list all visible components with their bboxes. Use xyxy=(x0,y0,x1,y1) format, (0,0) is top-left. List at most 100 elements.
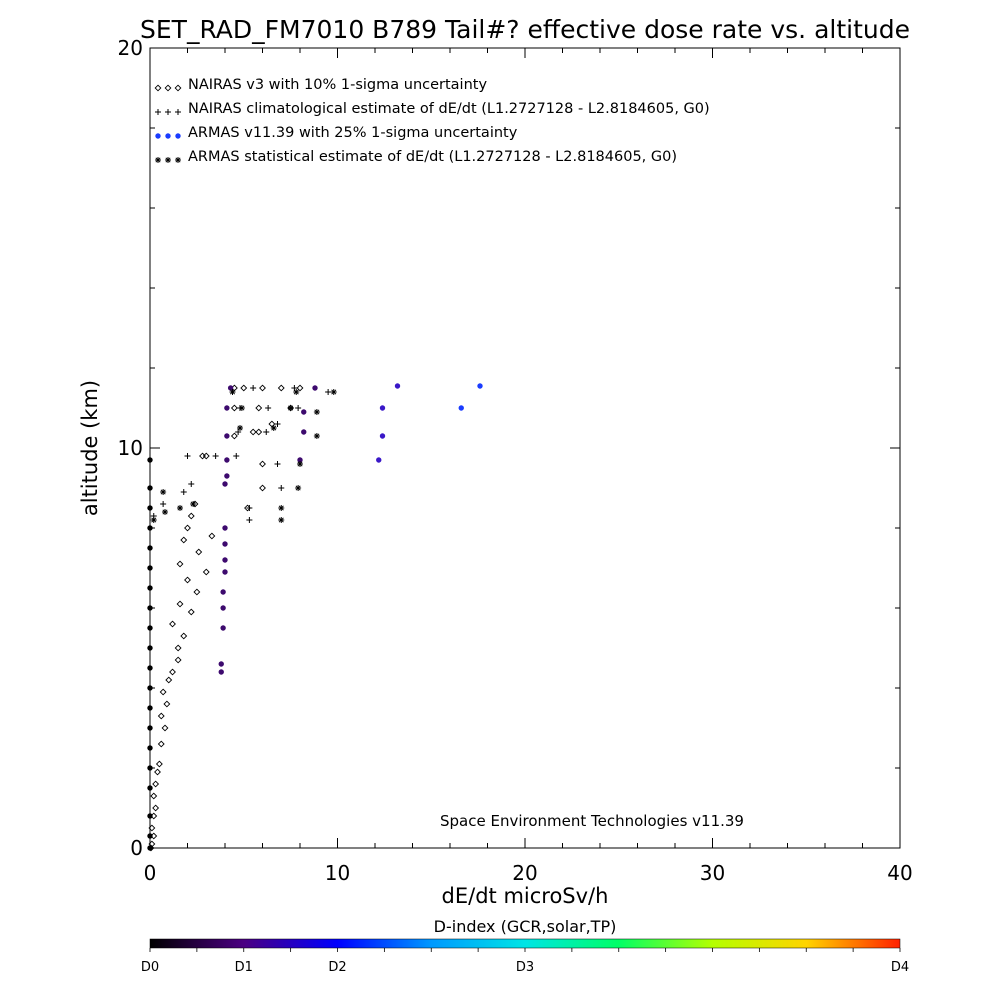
credit-annotation: Space Environment Technologies v11.39 xyxy=(440,812,744,830)
data-point-diamond xyxy=(150,792,158,800)
data-point-diamond xyxy=(152,804,160,812)
data-point-dot xyxy=(220,625,226,631)
colorbar-labels: D0 D1 D2 D3 D4 xyxy=(141,960,909,975)
data-point-dot xyxy=(220,589,226,595)
legend-label: NAIRAS climatological estimate of dE/dt … xyxy=(188,101,710,117)
data-point-diamond xyxy=(277,384,285,392)
data-point-diamond xyxy=(174,644,182,652)
data-point-dot xyxy=(218,669,224,675)
y-tick-label: 0 xyxy=(130,836,143,860)
data-point-plus xyxy=(233,453,240,459)
data-point-plus xyxy=(265,405,272,411)
data-point-asterisk xyxy=(278,517,285,523)
data-point-diamond xyxy=(180,536,188,544)
legend-label: ARMAS v11.39 with 25% 1-sigma uncertaint… xyxy=(188,125,518,141)
data-point-plus xyxy=(212,453,219,459)
data-point-asterisk xyxy=(190,501,197,507)
data-point-diamond xyxy=(230,404,238,412)
data-point-asterisk xyxy=(297,461,303,467)
data-point-asterisk xyxy=(177,505,183,511)
legend-marker xyxy=(154,84,162,92)
data-point-dot xyxy=(222,569,228,575)
legend-marker xyxy=(165,133,171,139)
data-point-diamond xyxy=(159,688,167,696)
data-point-asterisk xyxy=(295,485,302,491)
data-point-diamond xyxy=(187,512,195,520)
data-point-plus xyxy=(274,421,281,427)
data-point-dot xyxy=(222,541,228,547)
data-point-dot xyxy=(224,433,230,439)
data-point-asterisk xyxy=(238,405,245,411)
data-point-dot xyxy=(379,405,386,411)
data-point-plus xyxy=(246,505,253,511)
data-point-diamond xyxy=(148,824,156,832)
data-point-dot xyxy=(147,625,153,631)
data-point-diamond xyxy=(165,676,173,684)
data-point-diamond xyxy=(184,524,191,532)
data-point-dot xyxy=(220,605,226,611)
legend-marker xyxy=(155,133,161,139)
data-point-asterisk xyxy=(313,409,320,415)
data-point-dot xyxy=(147,645,153,651)
data-point-dot xyxy=(376,457,382,463)
data-point-plus xyxy=(274,461,281,467)
data-points xyxy=(147,383,483,852)
data-point-asterisk xyxy=(150,517,157,523)
data-point-dot xyxy=(224,405,230,411)
data-point-asterisk xyxy=(287,405,294,411)
data-point-dot xyxy=(147,565,153,571)
data-point-diamond xyxy=(184,576,191,584)
data-point-dot xyxy=(477,383,483,389)
data-point-diamond xyxy=(187,608,195,616)
data-point-diamond xyxy=(176,560,184,568)
legend-marker xyxy=(175,109,181,115)
colorbar-ticks xyxy=(149,948,901,952)
data-point-plus xyxy=(246,517,253,523)
legend-marker xyxy=(164,84,172,92)
data-point-diamond xyxy=(152,780,160,788)
chart-title: SET_RAD_FM7010 B789 Tail#? effective dos… xyxy=(140,15,910,44)
data-point-dot xyxy=(147,457,153,463)
data-point-diamond xyxy=(259,484,266,492)
data-point-dot xyxy=(297,457,303,463)
colorbar-label: D3 xyxy=(516,960,534,975)
data-point-diamond xyxy=(195,548,203,556)
data-point-dot xyxy=(147,605,153,611)
legend-label: NAIRAS v3 with 10% 1-sigma uncertainty xyxy=(188,77,487,93)
data-point-diamond xyxy=(157,712,165,720)
data-point-plus xyxy=(250,385,257,391)
y-axis-label: altitude (km) xyxy=(78,380,102,516)
data-point-dot xyxy=(147,745,153,751)
data-point-diamond xyxy=(202,452,210,460)
data-point-asterisk xyxy=(160,489,167,495)
data-point-dot xyxy=(147,725,153,731)
data-point-diamond xyxy=(180,632,188,640)
data-point-dot xyxy=(222,525,228,531)
data-point-asterisk xyxy=(162,509,168,515)
x-tick-label: 40 xyxy=(887,861,912,885)
colorbar-label: D2 xyxy=(328,960,346,975)
data-point-diamond xyxy=(169,620,176,628)
data-point-plus xyxy=(180,489,187,495)
data-point-asterisk xyxy=(330,389,337,395)
data-point-diamond xyxy=(199,452,206,460)
data-point-dot xyxy=(147,765,153,771)
plot-frame xyxy=(149,47,901,849)
colorbar-label: D4 xyxy=(891,960,909,975)
data-point-plus xyxy=(184,453,191,459)
data-point-dot xyxy=(147,685,153,691)
data-point-dot xyxy=(458,405,464,411)
legend-marker xyxy=(175,157,181,163)
data-point-dot xyxy=(147,845,153,851)
data-point-diamond xyxy=(157,740,165,748)
data-point-dot xyxy=(222,557,228,563)
x-tick-label: 20 xyxy=(512,861,537,885)
x-tick-label: 10 xyxy=(325,861,350,885)
data-point-dot xyxy=(301,429,307,435)
data-point-dot xyxy=(222,481,228,487)
data-point-dot xyxy=(394,383,401,389)
data-point-dot xyxy=(301,409,307,415)
x-tick-label: 0 xyxy=(144,861,157,885)
legend-marker xyxy=(165,157,171,163)
data-point-plus xyxy=(278,485,285,491)
